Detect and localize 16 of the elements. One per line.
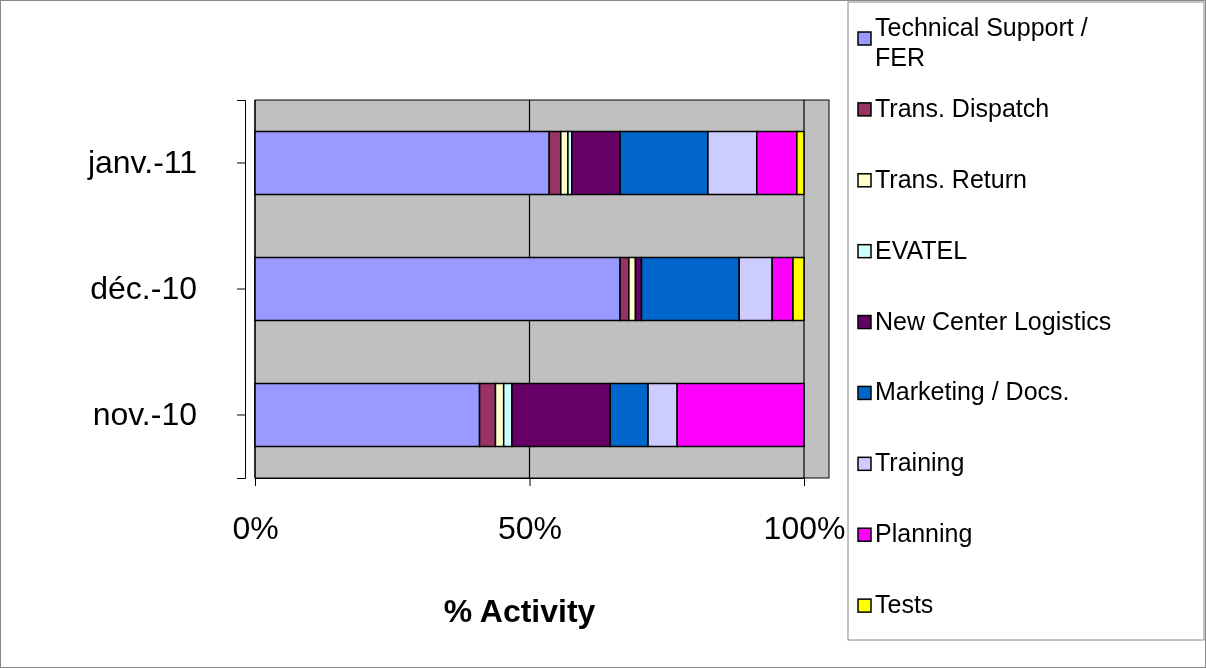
- legend-label: Training: [875, 448, 965, 477]
- legend-label: Tests: [875, 590, 934, 619]
- legend-label: New Center Logistics: [875, 306, 1112, 335]
- legend-label: Trans. Return: [875, 164, 1027, 193]
- x-tick-label: 100%: [763, 509, 846, 546]
- x-tick-label: 50%: [497, 509, 563, 546]
- legend-label: Technical Support / FER: [875, 13, 1088, 71]
- legend-label: EVATEL: [875, 235, 968, 264]
- x-axis-title: % Activity: [443, 593, 596, 629]
- y-tick-label: déc.-10: [90, 270, 197, 307]
- y-tick-label: nov.-10: [92, 396, 197, 433]
- legend-label: Trans. Dispatch: [875, 93, 1050, 122]
- legend-label: Marketing / Docs.: [875, 377, 1070, 406]
- y-tick-label: janv.-11: [86, 144, 197, 181]
- legend-label: Planning: [875, 519, 973, 548]
- x-tick-label: 0%: [232, 509, 279, 546]
